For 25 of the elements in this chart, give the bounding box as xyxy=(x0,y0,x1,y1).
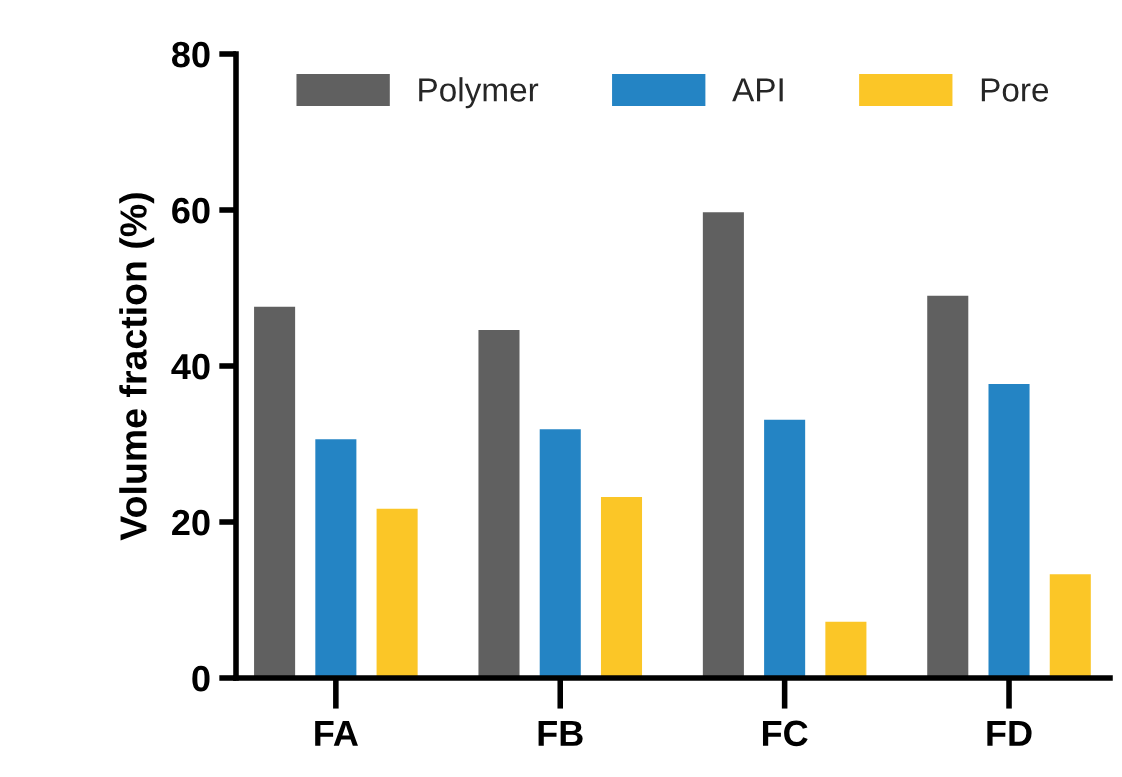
bar xyxy=(988,383,1030,678)
x-tick-label: FA xyxy=(315,720,358,746)
x-tick-label: FB xyxy=(538,720,583,746)
bar xyxy=(478,330,520,678)
y-tick-label: 0 xyxy=(192,665,210,692)
y-tick-label: 40 xyxy=(171,353,210,380)
y-tick-label: 60 xyxy=(172,197,210,224)
bar xyxy=(1049,574,1091,678)
bar xyxy=(376,508,418,678)
bar xyxy=(825,621,867,678)
y-tick-label: 80 xyxy=(171,41,210,68)
bar xyxy=(315,439,357,678)
bar xyxy=(702,212,744,678)
x-tick-label: FC xyxy=(762,720,808,747)
legend-label: API xyxy=(732,78,783,102)
bar xyxy=(600,497,643,678)
x-tick-label: FD xyxy=(987,720,1032,746)
y-tick-label: 20 xyxy=(172,509,210,536)
bar xyxy=(539,429,581,678)
bar xyxy=(927,295,969,678)
legend-label: Polymer xyxy=(419,77,539,109)
legend-label: Pore xyxy=(981,78,1049,102)
y-axis-title: Volume fraction (%) xyxy=(119,193,155,541)
bar xyxy=(254,306,296,678)
bar xyxy=(764,419,806,678)
